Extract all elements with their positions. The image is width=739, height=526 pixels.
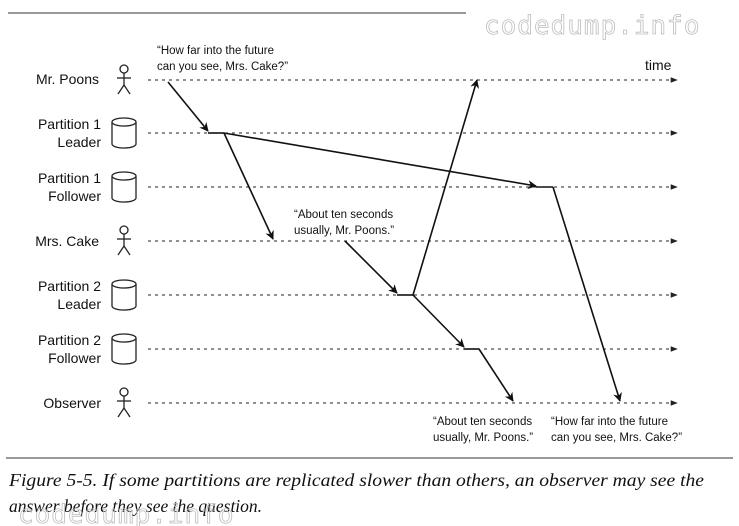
lane-label-partition-2-follower-line1: Partition 2 (38, 332, 101, 348)
arrow-p1-leader-to-p1-follower (223, 132, 537, 190)
arrow-p1-follower-to-observer (552, 186, 622, 402)
caption-line2: answer before they see the question. (9, 496, 262, 516)
quote-question-bottom-line1: “How far into the future (551, 416, 668, 428)
lane-label-partition-1-leader-line2: Leader (57, 134, 101, 150)
database-icon (111, 171, 137, 203)
arrow-answer-to-p2-leader (344, 240, 398, 294)
quote-answer-mid-line2: usually, Mr. Poons.” (294, 225, 394, 237)
quote-answer-mid-line1: “About ten seconds (294, 209, 393, 221)
quote-answer-bottom-line2: usually, Mr. Poons.” (433, 432, 533, 444)
timelines (148, 77, 678, 406)
lane-label-partition-1-follower-line2: Follower (48, 188, 101, 204)
arrow-question-to-p1-leader (167, 81, 209, 132)
lane-label-partition-2-follower-line2: Follower (48, 350, 101, 366)
person-icon (117, 225, 131, 256)
quote-answer-bottom: “About ten seconds usually, Mr. Poons.” (433, 416, 533, 444)
lane-label-mrs-cake: Mrs. Cake (35, 233, 99, 249)
caption-line1: Figure 5-5. If some partitions are repli… (8, 470, 704, 490)
database-icon (111, 333, 137, 365)
lane-label-partition-2-leader-line2: Leader (57, 296, 101, 312)
database-icon (111, 117, 137, 149)
arrow-p2-leader-to-p2-follower (412, 294, 465, 348)
lane-label-observer: Observer (43, 395, 101, 411)
watermark-top: codedump.info (484, 11, 701, 41)
quote-question-bottom: “How far into the future can you see, Mr… (551, 416, 682, 444)
message-arrows (167, 79, 622, 402)
watermark-bottom: codedump.info (18, 500, 235, 526)
arrow-p1-leader-to-mrs-cake (223, 132, 274, 240)
lane-label-partition-2-leader-line1: Partition 2 (38, 278, 101, 294)
arrow-p2-leader-to-mr-poons (412, 79, 480, 296)
quote-question-top: “How far into the future can you see, Mr… (157, 45, 288, 73)
database-icon (111, 279, 137, 311)
arrow-p2-follower-to-observer (478, 348, 514, 402)
quote-answer-bottom-line1: “About ten seconds (433, 416, 532, 428)
time-label: time (645, 57, 672, 73)
lane-label-partition-1-follower-line1: Partition 1 (38, 170, 101, 186)
quote-question-top-line1: “How far into the future (157, 45, 274, 57)
quote-answer-mid: “About ten seconds usually, Mr. Poons.” (294, 209, 394, 237)
quote-question-bottom-line2: can you see, Mrs. Cake?” (551, 432, 682, 444)
person-icon (117, 387, 131, 418)
lane-label-partition-1-leader-line1: Partition 1 (38, 116, 101, 132)
lane-label-mr-poons: Mr. Poons (36, 71, 99, 87)
quote-question-top-line2: can you see, Mrs. Cake?” (157, 61, 288, 73)
lane-labels: Mr. Poons Partition 1 Leader Partition 1… (35, 71, 101, 411)
person-icon (117, 64, 131, 95)
figure-caption: Figure 5-5. If some partitions are repli… (8, 470, 704, 516)
